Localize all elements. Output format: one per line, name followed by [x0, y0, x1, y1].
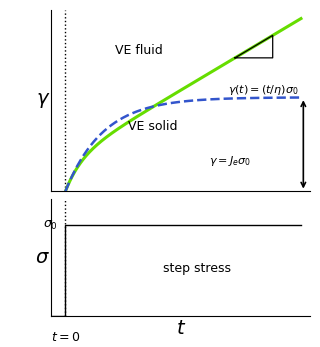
Y-axis label: $\sigma$: $\sigma$	[36, 248, 50, 267]
Text: VE fluid: VE fluid	[115, 44, 162, 57]
Text: step stress: step stress	[163, 262, 231, 275]
Text: $\gamma = J_e\sigma_0$: $\gamma = J_e\sigma_0$	[209, 154, 251, 168]
Y-axis label: $\gamma$: $\gamma$	[36, 92, 50, 110]
Text: $\gamma(t) = (t/\eta)\sigma_0$: $\gamma(t) = (t/\eta)\sigma_0$	[228, 83, 299, 97]
Text: $\sigma_0$: $\sigma_0$	[43, 219, 58, 232]
X-axis label: $t$: $t$	[176, 319, 186, 338]
Text: $t = 0$: $t = 0$	[51, 331, 80, 344]
Text: VE solid: VE solid	[128, 120, 177, 133]
